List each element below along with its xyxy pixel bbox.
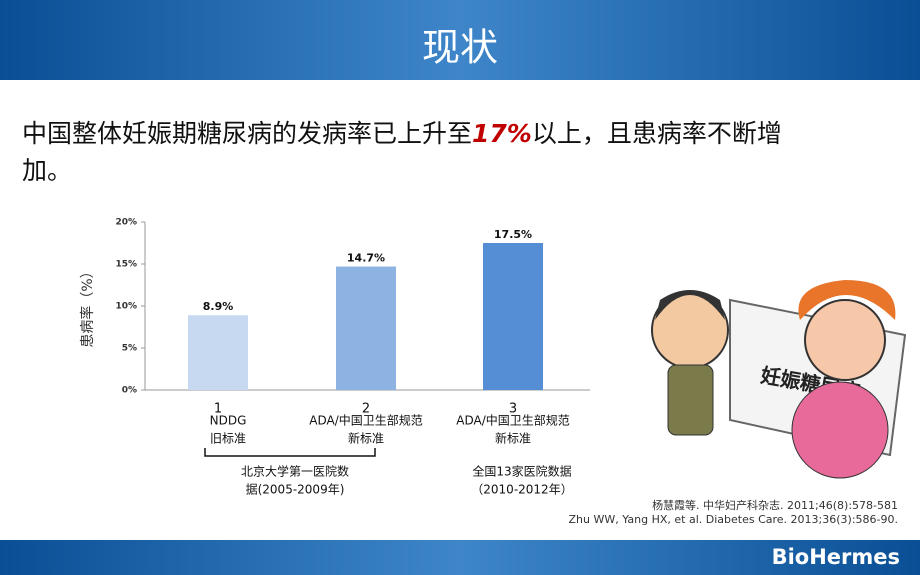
category-note: 旧标准: [210, 432, 246, 446]
group-label: （2010-2012年）: [471, 483, 572, 497]
statement-highlight: 17%: [472, 119, 532, 148]
group-label: 北京大学第一医院数: [241, 464, 349, 479]
category-note: 新标准: [495, 431, 531, 446]
y-tick-label: 20%: [115, 218, 137, 228]
y-tick-label: 10%: [115, 302, 137, 312]
category-note: ADA/中国卫生部规范: [456, 413, 570, 428]
statement-part: 中国整体妊娠期糖尿病的发病率已上升至: [22, 119, 472, 148]
group-label: 据(2005-2009年): [246, 483, 345, 497]
x-tick-label: 3: [509, 402, 517, 417]
footer-bar: [0, 540, 920, 575]
statement-line2: 加。: [22, 156, 72, 185]
x-tick-label: 1: [214, 402, 222, 417]
statement-part: 以上，且患病率不断增: [532, 119, 782, 148]
category-note: 新标准: [348, 431, 384, 446]
header-bar: [0, 0, 920, 80]
group-label: 全国13家医院数据: [472, 464, 571, 479]
brand: BioHermes: [772, 545, 900, 569]
y-axis-label: 患病率（%）: [79, 264, 96, 347]
category-note: NDDG: [210, 414, 247, 428]
y-tick-label: 15%: [115, 260, 137, 270]
bar: [188, 315, 248, 390]
reference: Zhu WW, Yang HX, et al. Diabetes Care. 2…: [568, 513, 898, 526]
bar: [483, 243, 543, 390]
statement: 中国整体妊娠期糖尿病的发病率已上升至17%以上，且患病率不断增: [22, 119, 782, 148]
bar: [336, 266, 396, 390]
value-label: 14.7%: [347, 252, 385, 265]
reference: 杨慧霞等. 中华妇产科杂志. 2011;46(8):578-581: [652, 498, 898, 512]
y-tick-label: 5%: [122, 344, 137, 354]
x-tick-label: 2: [362, 402, 370, 417]
illustration: 妊娠糖尿病: [651, 280, 907, 479]
slide-title: 现状: [422, 26, 498, 70]
value-label: 17.5%: [494, 228, 532, 241]
chart: 0%5%10%15%20%患病率（%） 8.9%1NDDG旧标准14.7%2ADA…: [79, 218, 590, 497]
value-label: 8.9%: [203, 300, 234, 313]
group-bracket: [204, 448, 376, 457]
background: [0, 0, 920, 562]
y-tick-label: 0%: [122, 386, 137, 396]
category-note: ADA/中国卫生部规范: [309, 413, 423, 428]
